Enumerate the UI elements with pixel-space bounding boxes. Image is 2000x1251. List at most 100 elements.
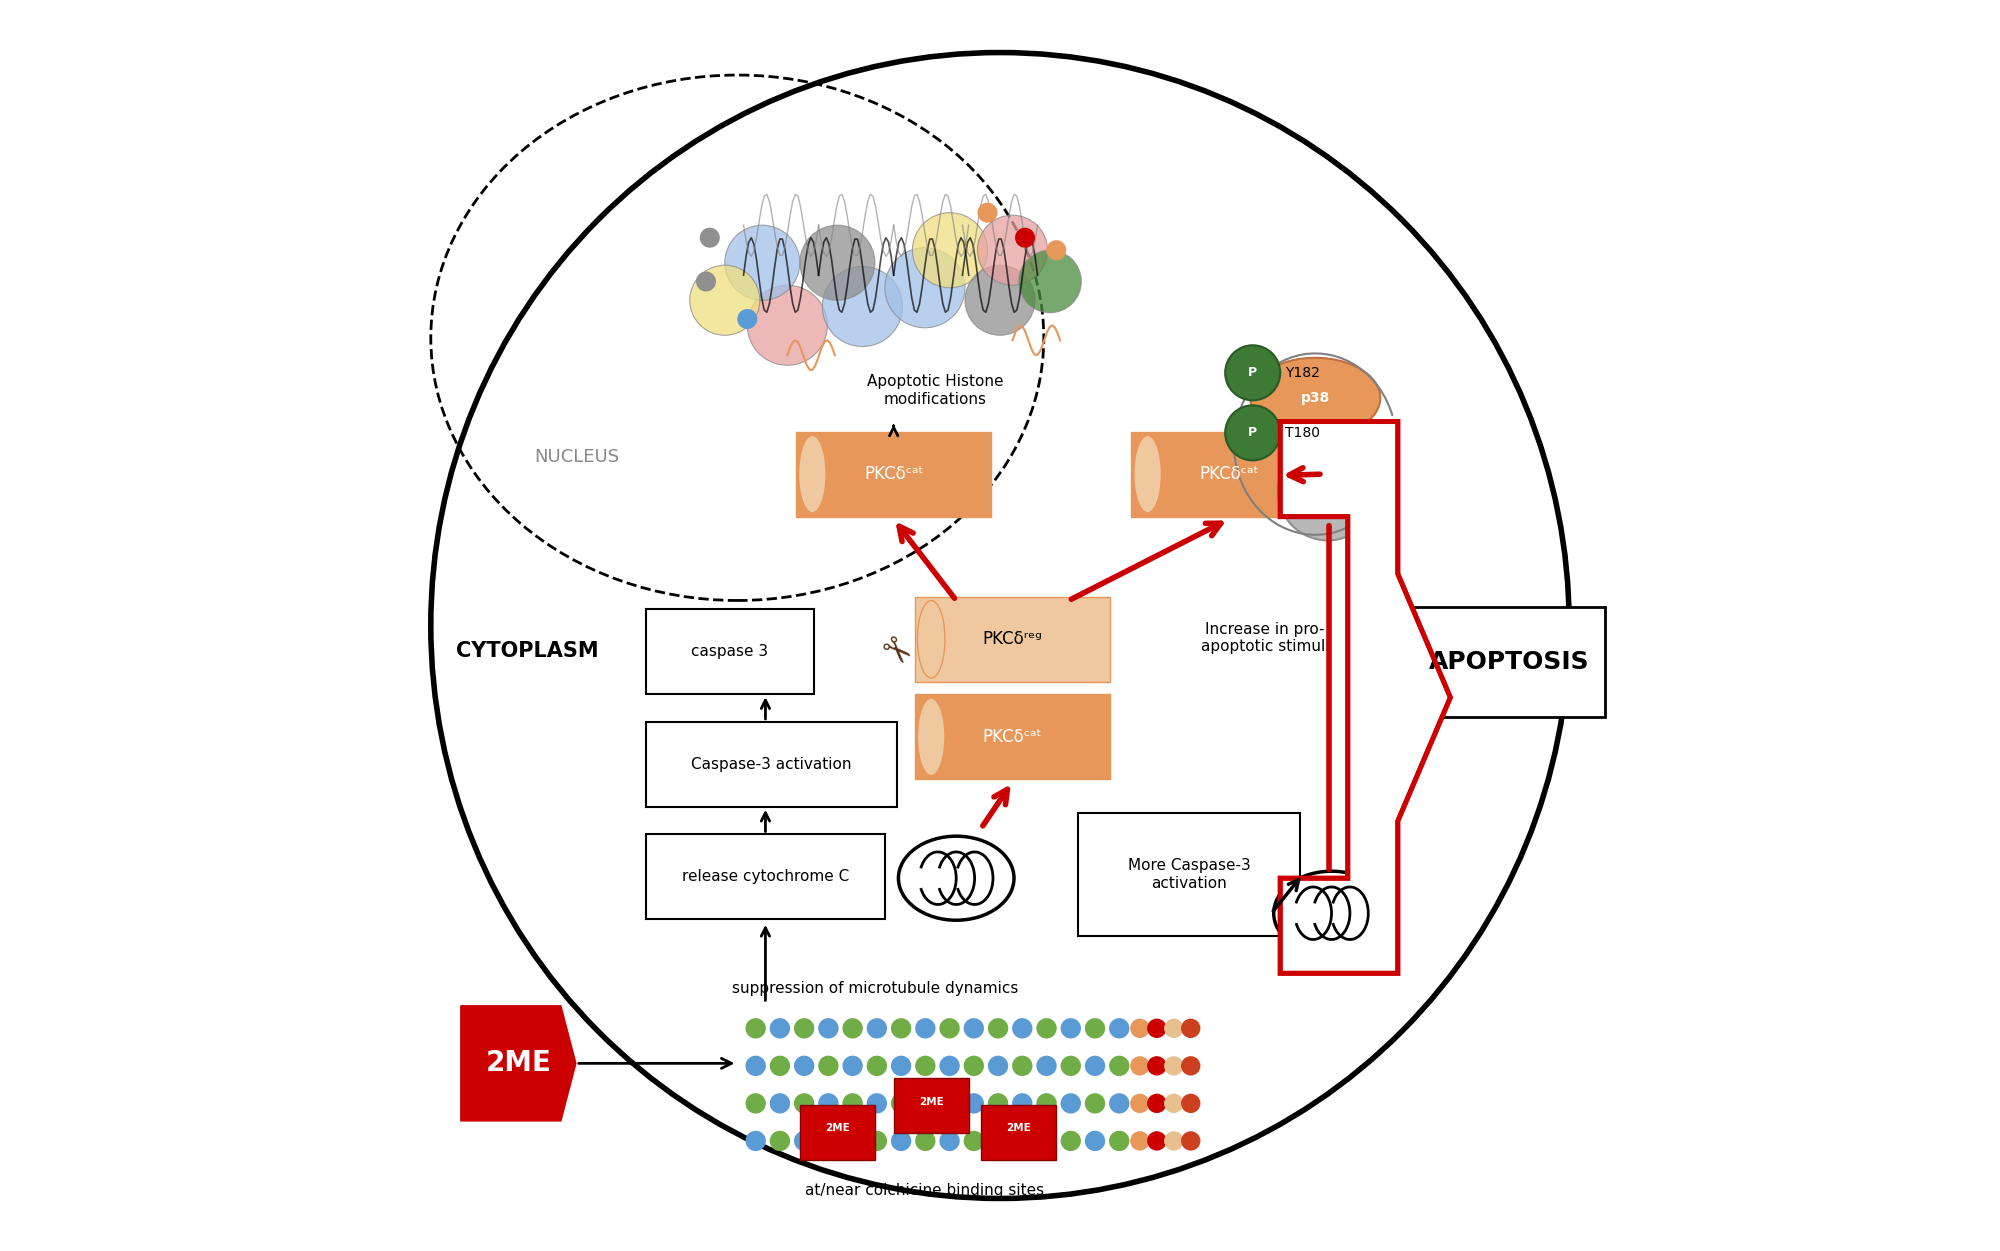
Circle shape <box>988 1018 1008 1038</box>
Circle shape <box>1060 1018 1080 1038</box>
Circle shape <box>1060 1131 1080 1151</box>
Text: Increase in pro-
apoptotic stimuli: Increase in pro- apoptotic stimuli <box>1200 622 1330 654</box>
Circle shape <box>978 215 1048 285</box>
Circle shape <box>916 1093 936 1113</box>
FancyBboxPatch shape <box>1280 878 1348 973</box>
Circle shape <box>1110 1131 1130 1151</box>
Text: PKCδᶜᵃᵗ: PKCδᶜᵃᵗ <box>982 728 1042 746</box>
Circle shape <box>1130 1093 1150 1113</box>
Text: NUCLEUS: NUCLEUS <box>534 448 620 465</box>
Text: P: P <box>1248 427 1258 439</box>
Circle shape <box>964 1018 984 1038</box>
FancyBboxPatch shape <box>646 834 884 919</box>
Circle shape <box>794 1018 814 1038</box>
Circle shape <box>1016 228 1036 248</box>
Circle shape <box>818 1131 838 1151</box>
Circle shape <box>746 1093 766 1113</box>
Ellipse shape <box>798 435 826 513</box>
Circle shape <box>1164 1018 1184 1038</box>
Ellipse shape <box>1274 871 1390 956</box>
Circle shape <box>866 1018 888 1038</box>
Circle shape <box>1036 1093 1056 1113</box>
Circle shape <box>700 228 720 248</box>
Polygon shape <box>1398 574 1450 821</box>
Circle shape <box>770 1093 790 1113</box>
Ellipse shape <box>898 836 1014 921</box>
FancyBboxPatch shape <box>982 1105 1056 1160</box>
Circle shape <box>1012 1018 1032 1038</box>
Circle shape <box>1084 1093 1106 1113</box>
Circle shape <box>746 1056 766 1076</box>
Circle shape <box>1036 1018 1056 1038</box>
Circle shape <box>988 1056 1008 1076</box>
Text: More Caspase-3
activation: More Caspase-3 activation <box>1128 858 1250 891</box>
Circle shape <box>866 1093 888 1113</box>
Text: ✂: ✂ <box>870 631 916 676</box>
FancyBboxPatch shape <box>1132 432 1326 517</box>
FancyBboxPatch shape <box>1280 422 1348 517</box>
Text: 2ME: 2ME <box>1006 1123 1032 1133</box>
Circle shape <box>770 1131 790 1151</box>
Text: P: P <box>1248 367 1258 379</box>
Circle shape <box>746 1018 766 1038</box>
Circle shape <box>818 1093 838 1113</box>
Circle shape <box>818 1056 838 1076</box>
Circle shape <box>1182 1131 1200 1151</box>
Circle shape <box>1018 250 1082 313</box>
FancyBboxPatch shape <box>796 432 992 517</box>
Circle shape <box>800 225 874 300</box>
Circle shape <box>1046 240 1066 260</box>
Polygon shape <box>460 1006 576 1121</box>
Text: T180: T180 <box>1286 425 1320 440</box>
Circle shape <box>748 285 828 365</box>
Text: 2ME: 2ME <box>918 1097 944 1107</box>
Circle shape <box>1164 1131 1184 1151</box>
Text: p38: p38 <box>1300 390 1330 405</box>
Circle shape <box>890 1018 912 1038</box>
Circle shape <box>866 1056 888 1076</box>
Circle shape <box>1060 1093 1080 1113</box>
Circle shape <box>916 1131 936 1151</box>
Circle shape <box>794 1093 814 1113</box>
Circle shape <box>1084 1056 1106 1076</box>
Circle shape <box>1084 1131 1106 1151</box>
Circle shape <box>964 265 1036 335</box>
Circle shape <box>1182 1093 1200 1113</box>
Circle shape <box>1036 1056 1056 1076</box>
Circle shape <box>842 1056 862 1076</box>
Text: PKCδᶜᵃᵗ: PKCδᶜᵃᵗ <box>864 465 924 483</box>
Circle shape <box>794 1056 814 1076</box>
Circle shape <box>916 1056 936 1076</box>
Circle shape <box>912 213 988 288</box>
Text: CYTOPLASM: CYTOPLASM <box>456 641 598 661</box>
Circle shape <box>1148 1131 1166 1151</box>
Ellipse shape <box>918 600 944 678</box>
Circle shape <box>1148 1056 1166 1076</box>
Polygon shape <box>1280 422 1450 973</box>
FancyBboxPatch shape <box>894 1078 968 1133</box>
Text: Caspase-3 activation: Caspase-3 activation <box>692 757 852 772</box>
Circle shape <box>890 1056 912 1076</box>
Circle shape <box>690 265 760 335</box>
FancyBboxPatch shape <box>1412 607 1606 717</box>
Circle shape <box>988 1093 1008 1113</box>
Circle shape <box>1148 1093 1166 1113</box>
Text: caspase 3: caspase 3 <box>692 644 768 659</box>
Circle shape <box>1226 405 1280 460</box>
Circle shape <box>988 1131 1008 1151</box>
Circle shape <box>890 1093 912 1113</box>
Circle shape <box>1012 1093 1032 1113</box>
Text: Y182: Y182 <box>1286 365 1320 380</box>
FancyBboxPatch shape <box>1078 813 1300 936</box>
Circle shape <box>916 1018 936 1038</box>
Circle shape <box>1036 1131 1056 1151</box>
Circle shape <box>964 1131 984 1151</box>
FancyBboxPatch shape <box>646 609 814 694</box>
Circle shape <box>884 248 964 328</box>
Circle shape <box>1012 1131 1032 1151</box>
Circle shape <box>964 1056 984 1076</box>
FancyBboxPatch shape <box>800 1105 874 1160</box>
Ellipse shape <box>1250 358 1380 438</box>
Circle shape <box>1278 440 1378 540</box>
Circle shape <box>978 203 998 223</box>
